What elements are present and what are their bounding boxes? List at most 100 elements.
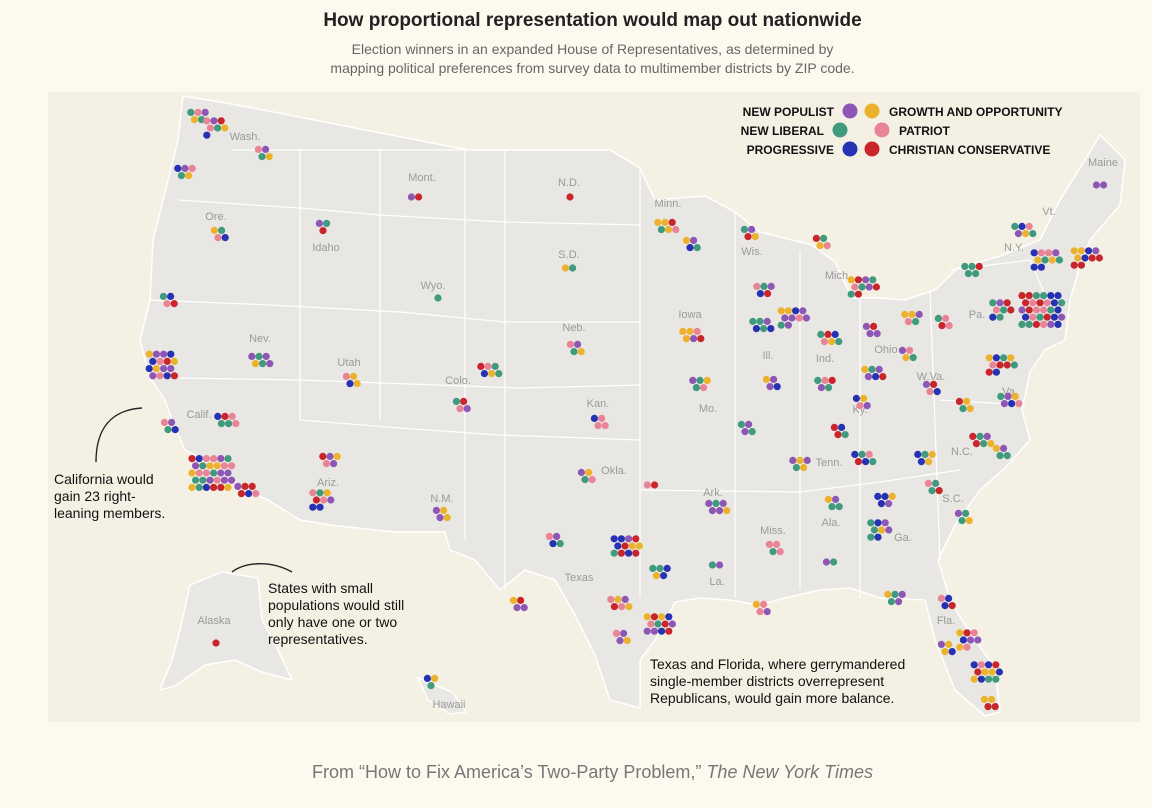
representative-dot [1092, 247, 1100, 255]
california-annotation-line-1: California would [54, 471, 154, 487]
representative-dot [228, 476, 236, 484]
legend-swatch-patriot [874, 122, 890, 138]
representative-dot [160, 418, 168, 426]
representative-dot [693, 244, 701, 252]
state-label-colo: Colo. [445, 375, 471, 387]
state-label-vt: Vt. [1042, 206, 1055, 218]
representative-dot [756, 608, 764, 616]
representative-dot [686, 327, 694, 335]
representative-dot [160, 365, 168, 373]
representative-dot [654, 620, 662, 628]
representative-dot [1004, 392, 1012, 400]
representative-dot [188, 469, 196, 477]
representative-dot [333, 452, 341, 460]
california-annotation-line-3: leaning members. [54, 505, 166, 521]
representative-dot [657, 226, 666, 234]
state-label-mo: Mo. [699, 403, 717, 415]
representative-dot [1025, 292, 1033, 300]
representative-dot [650, 613, 659, 621]
representative-dot [460, 397, 468, 405]
representative-dot [767, 282, 775, 290]
representative-dot [885, 500, 893, 508]
representative-dot [716, 561, 724, 569]
representative-dot [852, 394, 861, 402]
state-label-pa: Pa. [969, 309, 986, 321]
representative-dot [167, 292, 175, 300]
representative-dot [1092, 181, 1100, 189]
representative-dot [970, 629, 978, 637]
representative-dot [210, 483, 218, 491]
representative-dot [942, 314, 950, 322]
representative-dot [945, 322, 953, 330]
state-label-nc: N.C. [951, 446, 973, 458]
representative-dot [610, 603, 619, 611]
representative-dot [330, 460, 338, 468]
state-label-sd: S.D. [558, 249, 579, 261]
representative-dot [996, 452, 1004, 460]
representative-dot [906, 346, 914, 354]
representative-dot [812, 234, 821, 242]
representative-dot [643, 481, 652, 489]
representative-dot [415, 193, 423, 201]
representative-dot [851, 450, 859, 458]
representative-dot [862, 276, 870, 284]
representative-dot [974, 636, 982, 644]
representative-dot [319, 227, 327, 235]
representative-dot [255, 352, 263, 360]
representative-dot [870, 322, 878, 330]
representative-dot [1000, 400, 1009, 408]
representative-dot [995, 668, 1004, 676]
legend: NEW POPULIST GROWTH AND OPPORTUNITY NEW LI… [741, 103, 1063, 157]
representative-dot [617, 535, 626, 543]
representative-dot [434, 294, 442, 302]
representative-dot [237, 490, 245, 498]
representative-dot [682, 335, 691, 343]
representative-dot [824, 495, 833, 503]
representative-dot [975, 262, 983, 270]
representative-dot [748, 428, 756, 436]
representative-dot [870, 526, 879, 534]
state-label-ore: Ore. [205, 211, 226, 223]
state-label-nev: Nev. [249, 333, 271, 345]
representative-dot [954, 509, 963, 517]
representative-dot [323, 219, 331, 227]
representative-dot [841, 431, 849, 439]
representative-dot [1030, 263, 1038, 271]
representative-dot [1008, 400, 1016, 408]
representative-dot [989, 313, 997, 321]
state-label-la: La. [709, 576, 724, 588]
representative-dot [686, 244, 694, 252]
representative-dot [185, 172, 193, 180]
representative-dot [665, 613, 673, 621]
representative-dot [830, 558, 838, 566]
representative-dot [948, 602, 956, 610]
representative-dot [1003, 361, 1011, 369]
representative-dot [224, 483, 232, 491]
representative-dot [858, 450, 866, 458]
representative-dot [248, 482, 256, 490]
representative-dot [831, 330, 839, 338]
representative-dot [513, 604, 521, 612]
representative-dot [948, 648, 956, 656]
representative-dot [610, 535, 618, 543]
representative-dot [760, 325, 768, 333]
representative-dot [188, 164, 196, 172]
representative-dot [972, 440, 981, 448]
representative-dot [925, 458, 933, 466]
representative-dot [658, 627, 666, 635]
representative-dot [977, 661, 986, 669]
representative-dot [545, 532, 554, 541]
representative-dot [480, 370, 488, 378]
representative-dot [972, 270, 980, 278]
representative-dot [262, 352, 270, 360]
representative-dot [177, 172, 185, 180]
representative-dot [423, 674, 431, 683]
representative-dot [152, 350, 160, 358]
representative-dot [985, 368, 993, 376]
representative-dot [188, 483, 196, 491]
representative-dot [1040, 320, 1048, 328]
representative-dot [1048, 256, 1056, 264]
representative-dot [1041, 256, 1049, 264]
representative-dot [1043, 313, 1051, 321]
representative-dot [716, 507, 724, 515]
